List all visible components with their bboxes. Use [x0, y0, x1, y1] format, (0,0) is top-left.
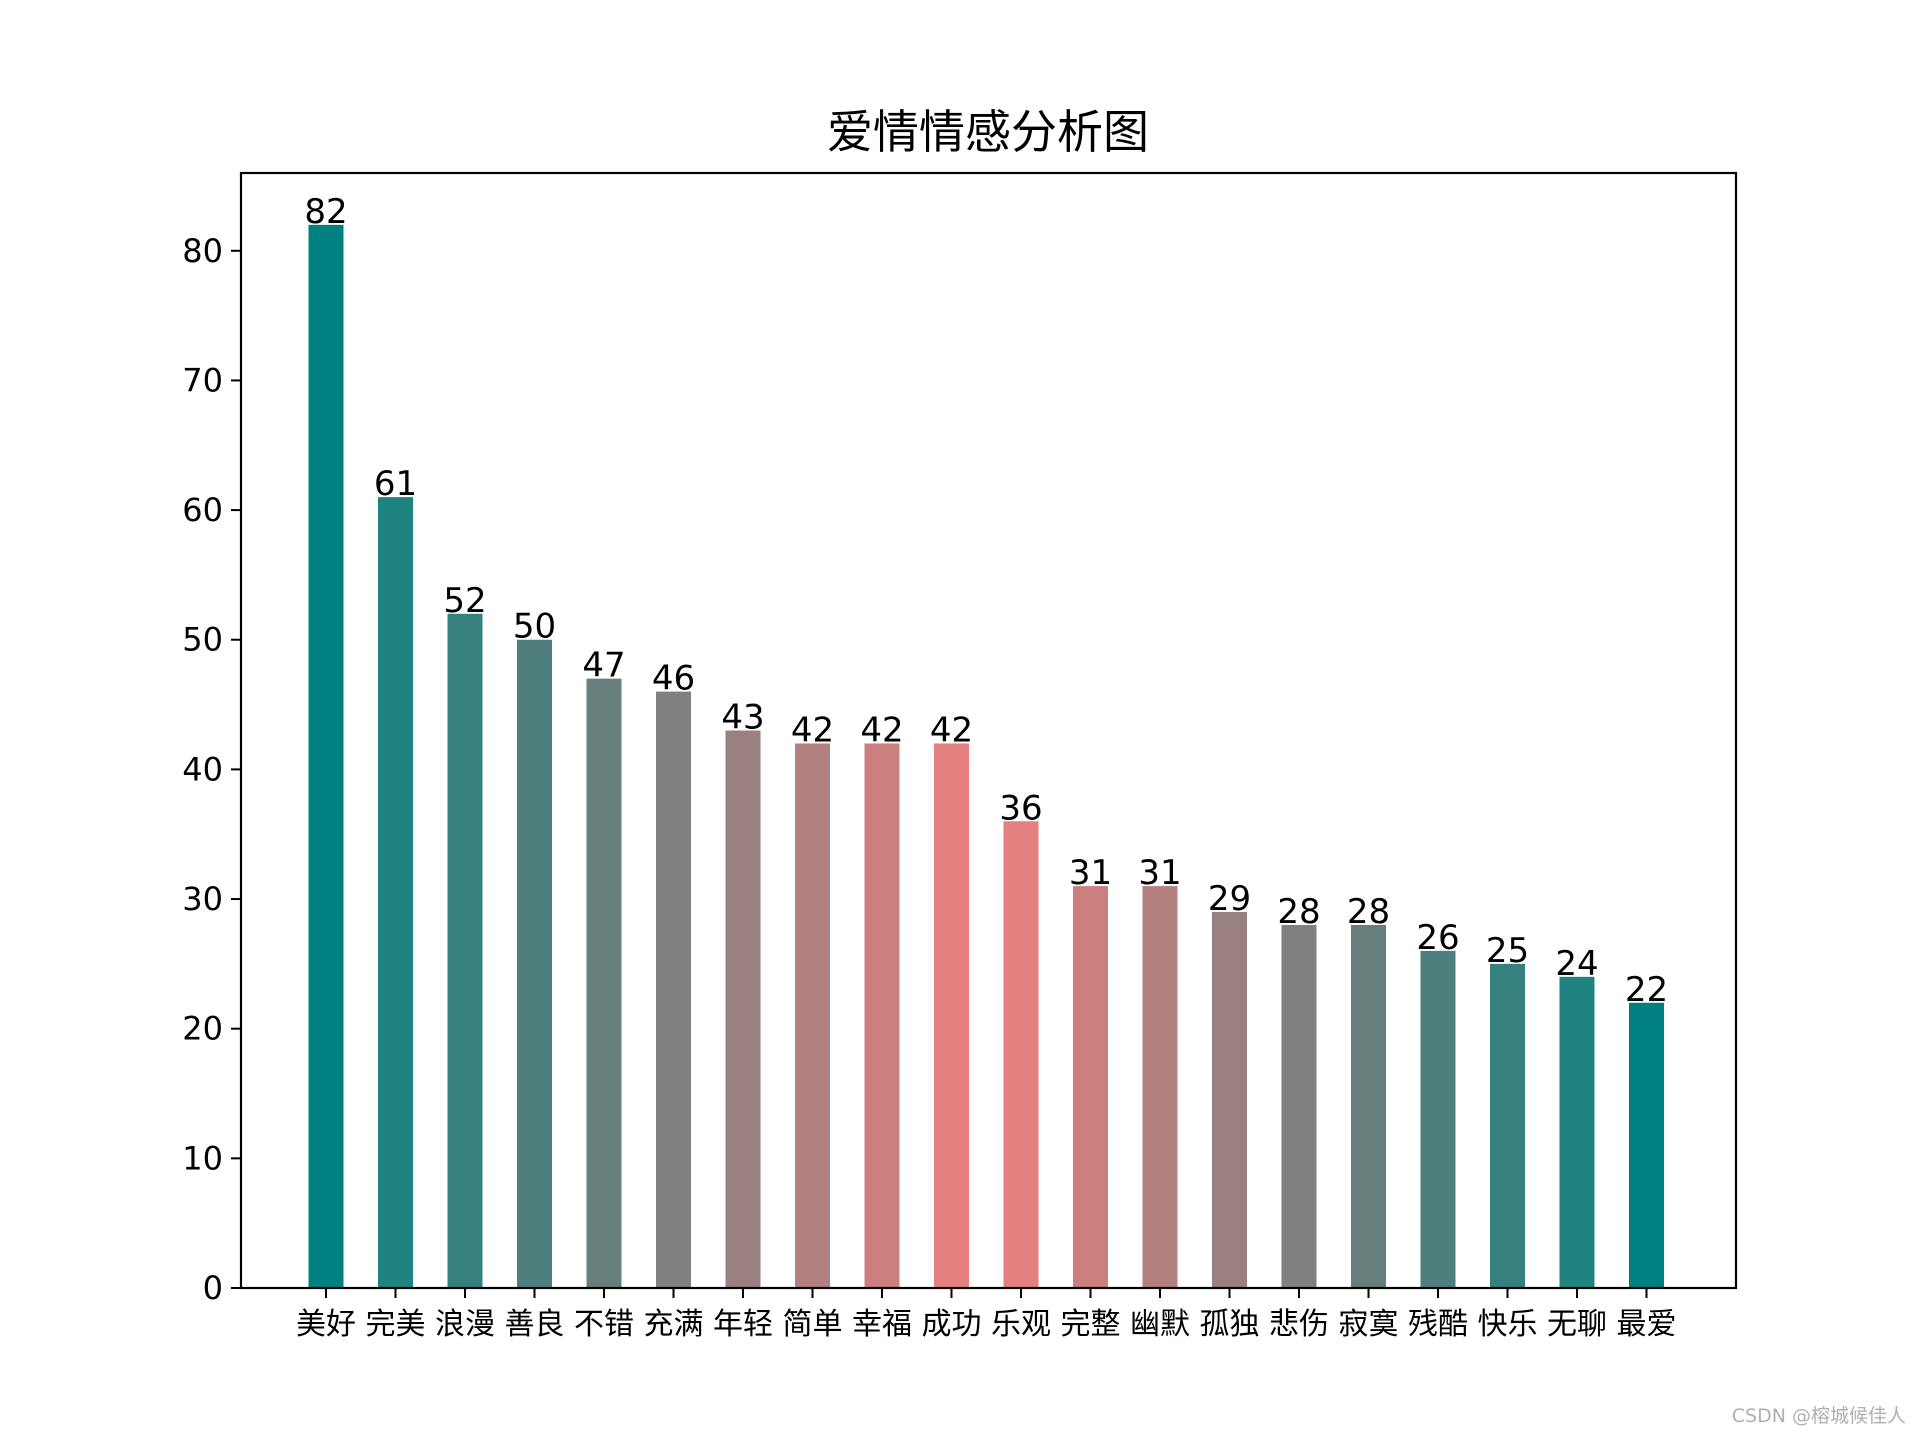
- x-tick-label: 幸福: [852, 1307, 912, 1342]
- bar: [1212, 912, 1247, 1288]
- value-label: 46: [652, 659, 695, 699]
- bars-layer: [308, 224, 1664, 1289]
- x-tick-label: 残酷: [1408, 1307, 1468, 1342]
- x-axis-ticks: 美好 完美 浪漫 善良 不错 充满 年轻 简单 幸福 成功 乐观 完整 幽默 孤独 悲伤 寂寞 残酷 快乐 无聊 最爱: [296, 1288, 1677, 1342]
- y-axis-ticks: 0 10 20 30 40 50 60 70 80: [182, 232, 241, 1307]
- x-tick-label: 完整: [1061, 1307, 1121, 1342]
- bar: [1003, 821, 1039, 1288]
- y-tick-label: 20: [182, 1010, 223, 1048]
- watermark-text: CSDN @榕城候佳人: [1731, 1405, 1906, 1427]
- y-tick-label: 0: [203, 1269, 223, 1307]
- bar: [1420, 950, 1456, 1288]
- x-tick-label: 充满: [644, 1307, 704, 1342]
- x-tick-label: 简单: [783, 1307, 843, 1342]
- value-label: 42: [791, 710, 834, 750]
- bar: [517, 639, 552, 1288]
- bar: [586, 678, 622, 1288]
- bar: [656, 691, 691, 1288]
- bar: [1351, 924, 1386, 1288]
- x-tick-label: 孤独: [1200, 1307, 1260, 1342]
- x-tick-label: 幽默: [1130, 1307, 1190, 1342]
- x-tick-label: 悲伤: [1269, 1307, 1329, 1342]
- x-tick-label: 最爱: [1617, 1307, 1677, 1342]
- x-tick-label: 完美: [366, 1307, 426, 1342]
- value-label: 25: [1486, 931, 1529, 971]
- bar: [1629, 1002, 1664, 1288]
- value-label: 26: [1416, 918, 1459, 958]
- x-tick-label: 乐观: [991, 1307, 1051, 1342]
- value-label: 42: [930, 710, 973, 750]
- bar: [795, 743, 830, 1288]
- value-label: 47: [582, 646, 625, 686]
- value-label: 50: [513, 607, 556, 647]
- plot-frame: [239, 171, 1738, 1290]
- value-label: 36: [999, 788, 1042, 828]
- x-tick-label: 年轻: [713, 1307, 773, 1342]
- y-tick-label: 30: [182, 880, 223, 918]
- y-tick-label: 10: [182, 1139, 223, 1177]
- x-tick-label: 寂寞: [1339, 1307, 1399, 1342]
- x-tick-label: 成功: [922, 1307, 982, 1342]
- bar: [447, 613, 483, 1288]
- value-label: 31: [1138, 853, 1181, 893]
- value-label: 31: [1069, 853, 1112, 893]
- value-label: 82: [304, 192, 347, 232]
- y-tick-label: 40: [182, 750, 223, 788]
- value-label: 61: [374, 464, 417, 504]
- y-tick-label: 60: [182, 491, 223, 529]
- bar: [378, 497, 413, 1288]
- value-label: 22: [1625, 970, 1668, 1010]
- bar: [864, 743, 900, 1288]
- x-tick-label: 浪漫: [435, 1307, 495, 1342]
- value-label: 52: [443, 581, 486, 621]
- bar: [308, 224, 344, 1289]
- bar: [934, 743, 969, 1288]
- bar: [1073, 886, 1108, 1288]
- bar: [1490, 963, 1525, 1288]
- value-label: 43: [721, 698, 764, 738]
- y-tick-label: 50: [182, 621, 223, 659]
- bar: [1281, 924, 1317, 1288]
- value-labels: 82 61 52 50 47 46 43 42 42 42 36 31 31 29 28 28 26 25 24 22: [304, 192, 1668, 1010]
- y-tick-label: 70: [182, 361, 223, 399]
- x-tick-label: 美好: [296, 1307, 356, 1342]
- value-label: 28: [1347, 892, 1390, 932]
- bar: [725, 730, 761, 1288]
- value-label: 42: [860, 710, 903, 750]
- x-tick-label: 快乐: [1478, 1307, 1538, 1342]
- x-tick-label: 无聊: [1547, 1307, 1607, 1342]
- chart-title: 爱情情感分析图: [827, 105, 1149, 159]
- value-label: 28: [1277, 892, 1320, 932]
- bar: [1142, 886, 1178, 1288]
- y-tick-label: 80: [182, 232, 223, 270]
- x-tick-label: 不错: [574, 1307, 634, 1342]
- value-label: 29: [1208, 879, 1251, 919]
- value-label: 24: [1555, 944, 1598, 984]
- x-tick-label: 善良: [505, 1307, 565, 1342]
- bar: [1559, 976, 1595, 1288]
